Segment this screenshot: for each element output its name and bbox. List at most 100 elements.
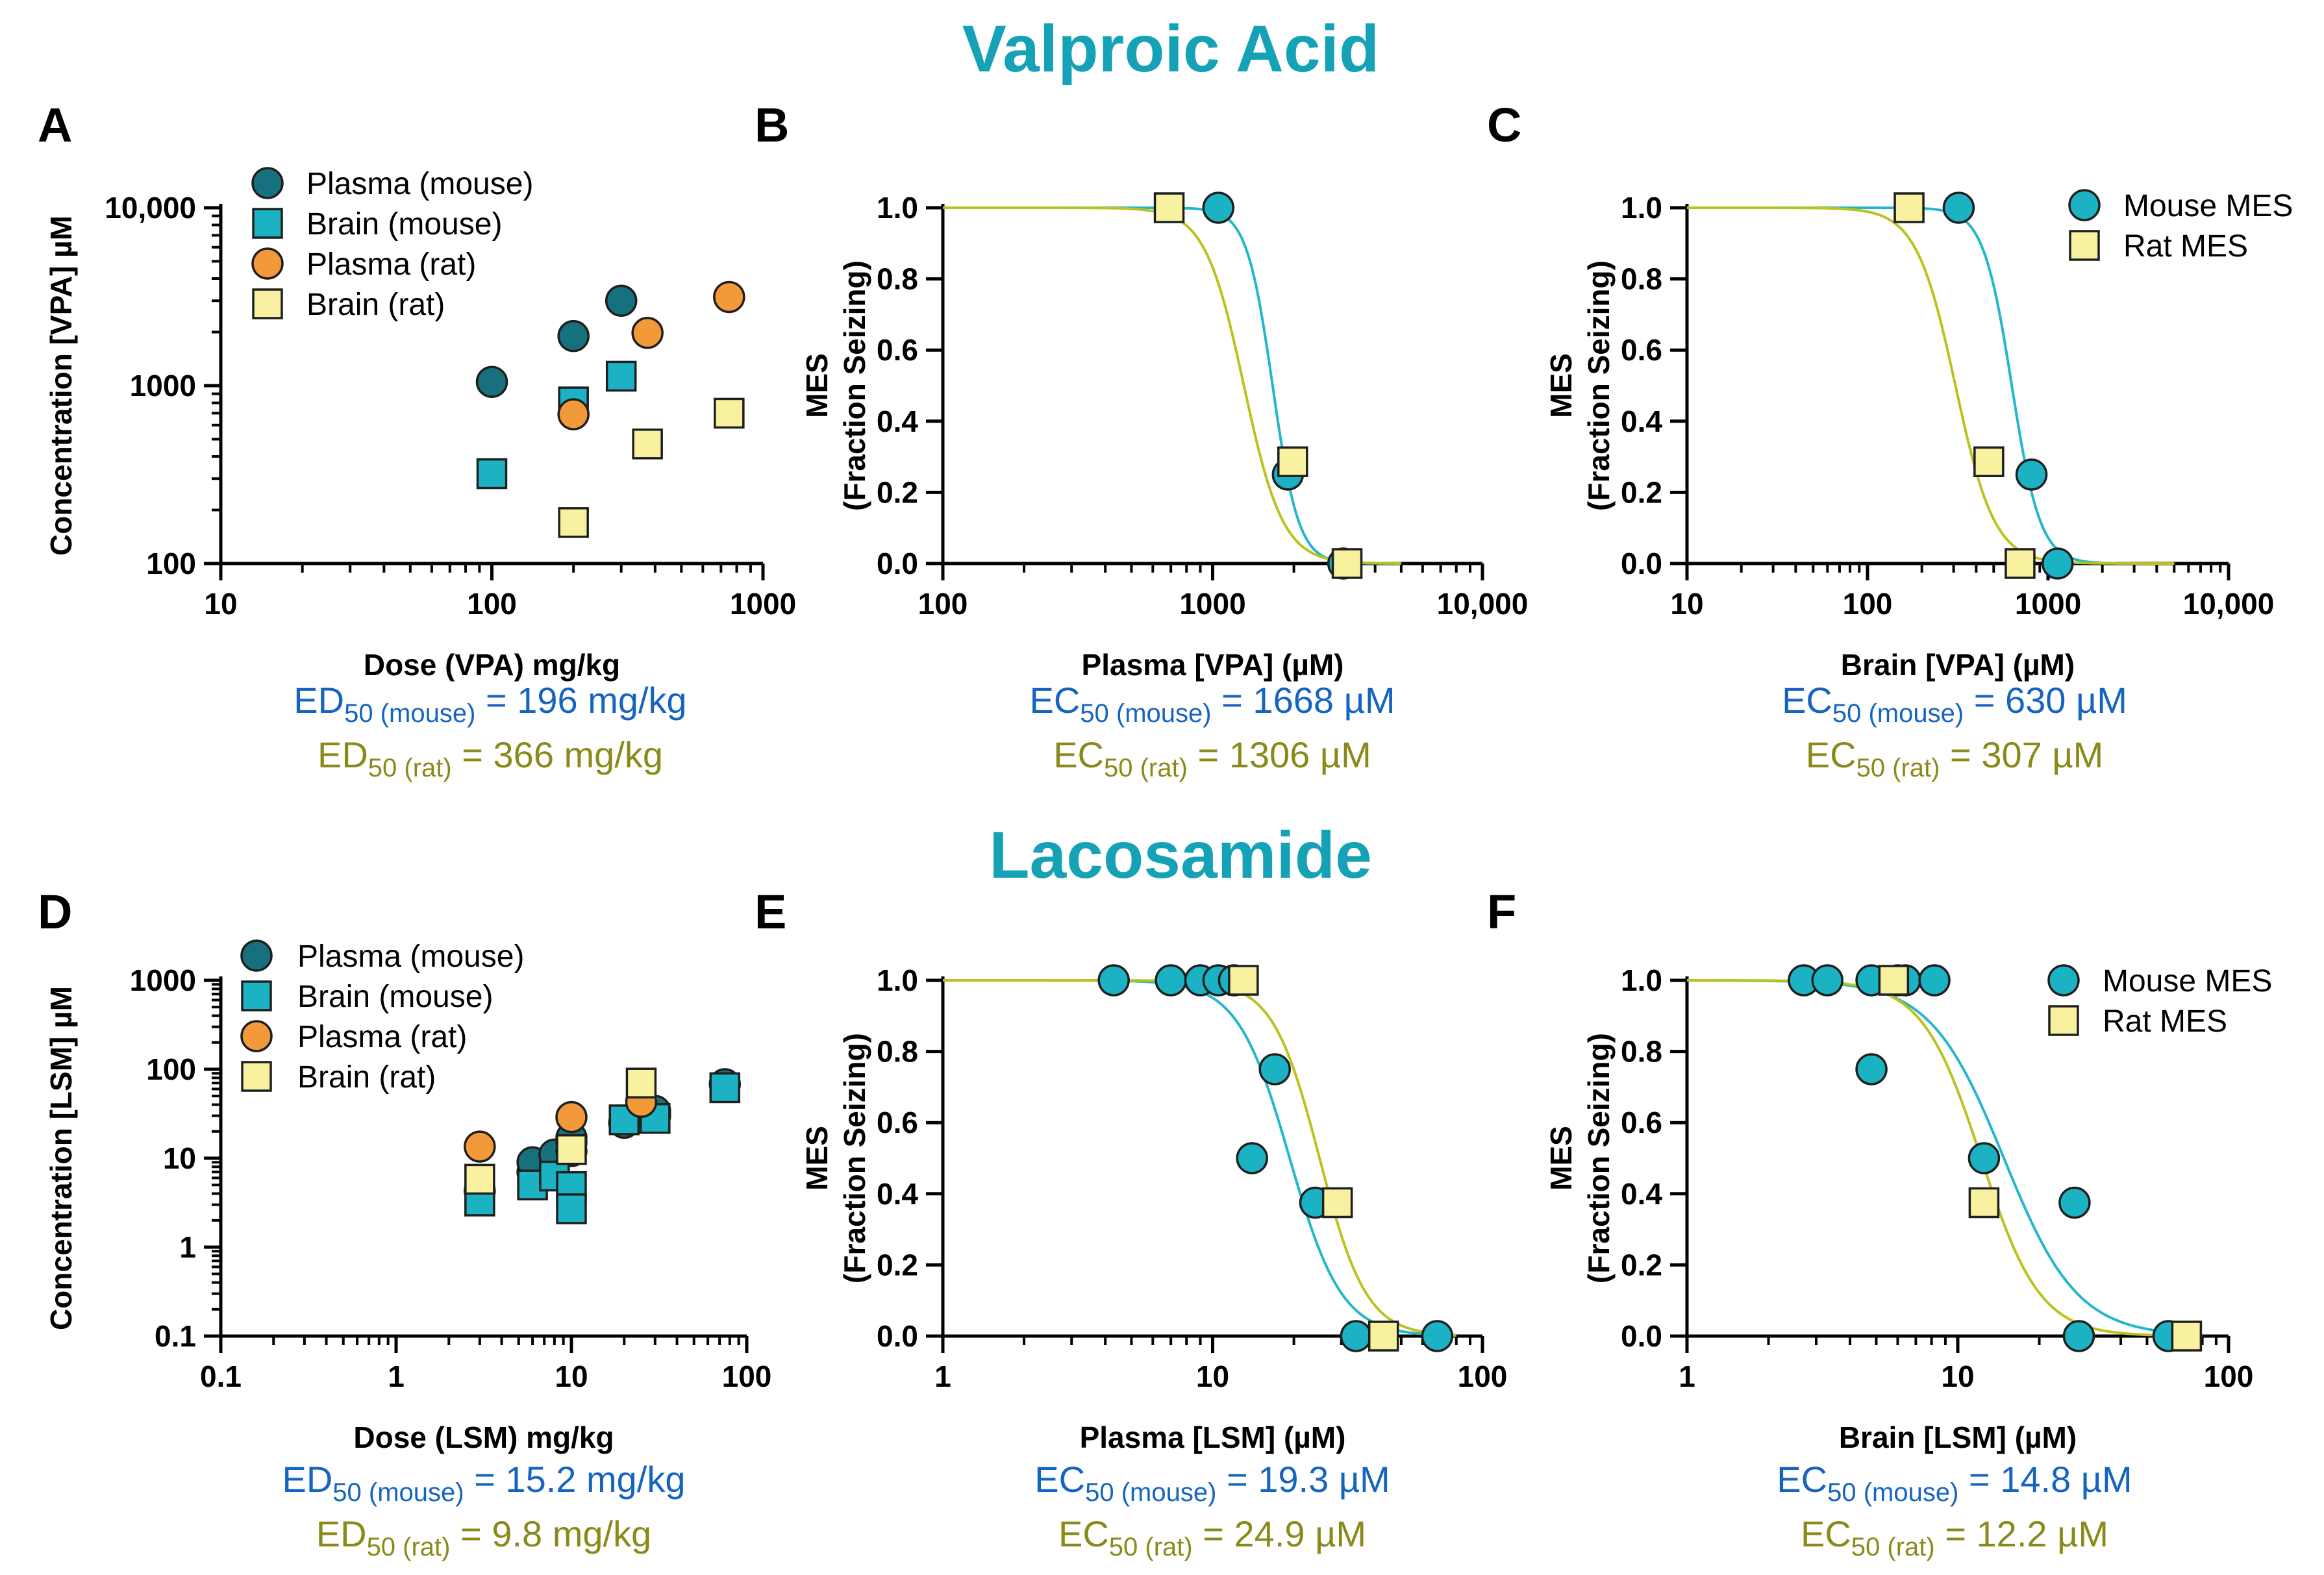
stat-rat: EC50 (rat) = 12.2 µM [1801, 1513, 2108, 1561]
panel-e: 1 10 100 0.0 0.2 0.4 0.6 0.8 1.0 Plasma [LSM] (µM… [800, 963, 1507, 1561]
x-tick-label: 100 [918, 587, 968, 621]
legend-label: Mouse MES [2103, 964, 2272, 998]
x-tick-label: 10 [1670, 587, 1703, 621]
point-rat-mes [1321, 1187, 1353, 1219]
x-axis-label: Brain [VPA] (µM) [1841, 648, 2075, 682]
legend-label: Plasma (rat) [306, 247, 476, 282]
panel-letter-c: C [1487, 98, 1521, 152]
x-tick-label: 10,000 [1437, 587, 1529, 621]
legend-marker [240, 939, 273, 972]
section-title-lacosamide: Lacosamide [989, 818, 1372, 892]
point-plasma-mouse [557, 319, 590, 353]
y-tick-label: 1.0 [1621, 963, 1662, 997]
legend-label: Brain (rat) [297, 1060, 436, 1095]
point-mouse-mes [1097, 964, 1130, 997]
panel-letter-d: D [38, 885, 72, 939]
legend-label: Rat MES [2103, 1004, 2227, 1039]
panel-c: 10 100 1000 10,000 0.0 0.2 0.4 0.6 0.8 1.0 Brain [… [1544, 189, 2293, 782]
point-mouse-mes [2015, 458, 2048, 491]
y-tick-label: 0.6 [1621, 333, 1662, 367]
point-brain-rat [464, 1163, 495, 1195]
legend-marker [2069, 230, 2100, 261]
point-rat-mes [1968, 1187, 2000, 1219]
point-rat-mes [1878, 965, 1910, 996]
panel-letter-e: E [755, 885, 786, 939]
legend-label: Brain (mouse) [306, 207, 502, 242]
section-title-valproic-acid: Valproic Acid [962, 12, 1379, 86]
point-rat-mes [1277, 446, 1308, 478]
point-mouse-mes [1421, 1320, 1454, 1352]
point-plasma-rat [555, 1100, 588, 1134]
x-tick-label: 0.1 [200, 1359, 242, 1393]
point-rat-mes [1228, 965, 1259, 996]
x-tick-label: 10,000 [2183, 587, 2275, 621]
point-rat-mes [1331, 548, 1363, 579]
point-mouse-mes [1155, 964, 1187, 997]
legend-marker [2048, 1005, 2079, 1036]
panel-d: 0.1 1 10 100 0.1 1 10 100 1000 Dose (LSM) mg/kg Co… [44, 939, 771, 1561]
fit-curve-mouse-mes [1687, 206, 2175, 565]
y-tick-label: 1 [179, 1230, 196, 1264]
y-axis-label-line2: (Fraction Seizing) [1582, 1033, 1616, 1284]
x-tick-label: 1 [934, 1359, 951, 1393]
point-brain-mouse [476, 458, 508, 490]
x-tick-label: 1 [388, 1359, 405, 1393]
legend-marker [252, 208, 283, 239]
point-plasma-rat [713, 280, 745, 314]
y-tick-label: 0.6 [1621, 1106, 1662, 1139]
y-tick-label: 1.0 [877, 191, 918, 225]
point-brain-rat [632, 428, 663, 460]
point-mouse-mes [2042, 547, 2074, 580]
y-tick-label: 0.8 [877, 262, 918, 296]
y-tick-label: 100 [146, 1052, 196, 1086]
x-tick-label: 100 [1843, 587, 1893, 621]
y-tick-label: 0.8 [877, 1035, 918, 1069]
y-tick-label: 0.0 [877, 1319, 918, 1353]
point-brain-rat [556, 1134, 587, 1165]
point-plasma-mouse [475, 366, 508, 398]
x-axis-label: Plasma [VPA] (µM) [1082, 648, 1344, 682]
x-axis-label: Brain [LSM] (µM) [1839, 1420, 2077, 1454]
point-rat-mes [1973, 446, 2005, 478]
x-tick-label: 10 [1941, 1359, 1974, 1393]
legend-label: Rat MES [2123, 229, 2248, 264]
x-axis-label: Plasma [LSM] (µM) [1080, 1420, 1346, 1454]
y-tick-label: 0.0 [1621, 547, 1662, 580]
y-tick-label: 0.2 [1621, 475, 1662, 509]
legend-marker [251, 247, 284, 280]
point-mouse-mes [1811, 964, 1843, 997]
legend-marker [241, 980, 272, 1011]
y-axis-label: Concentration [LSM] µM [44, 986, 78, 1330]
fit-curve-mouse-mes [943, 979, 1456, 1337]
point-brain-rat [625, 1067, 657, 1098]
x-tick-label: 10 [204, 587, 237, 621]
fit-curve-rat-mes [943, 979, 1456, 1337]
point-brain-rat [558, 507, 589, 538]
legend-label: Brain (rat) [306, 288, 445, 322]
stat-rat: EC50 (rat) = 307 µM [1806, 734, 2103, 782]
y-tick-label: 0.8 [1621, 1035, 1662, 1069]
legend-marker [252, 288, 283, 319]
stat-rat: EC50 (rat) = 1306 µM [1053, 734, 1371, 782]
point-mouse-mes [1942, 192, 1975, 224]
point-mouse-mes [1855, 1053, 1888, 1085]
stat-mouse: EC50 (mouse) = 19.3 µM [1034, 1459, 1390, 1507]
legend-marker [240, 1020, 273, 1052]
y-axis-label: Concentration [VPA] µM [44, 216, 78, 556]
x-tick-label: 100 [1458, 1359, 1508, 1393]
legend-label: Mouse MES [2123, 189, 2293, 223]
y-axis-label: MES [800, 353, 834, 418]
y-axis-label-line2: (Fraction Seizing) [1582, 260, 1616, 511]
stat-mouse: EC50 (mouse) = 630 µM [1782, 680, 2127, 728]
y-axis-label-line2: (Fraction Seizing) [838, 1033, 871, 1284]
y-axis-label: MES [1544, 353, 1578, 418]
x-tick-label: 10 [555, 1359, 588, 1393]
x-tick-label: 100 [722, 1359, 772, 1393]
y-axis-label-line2: (Fraction Seizing) [838, 260, 871, 511]
y-tick-label: 1.0 [877, 963, 918, 997]
legend-label: Plasma (mouse) [306, 167, 533, 201]
point-brain-rat [714, 397, 745, 429]
panel-letter-b: B [755, 98, 789, 152]
